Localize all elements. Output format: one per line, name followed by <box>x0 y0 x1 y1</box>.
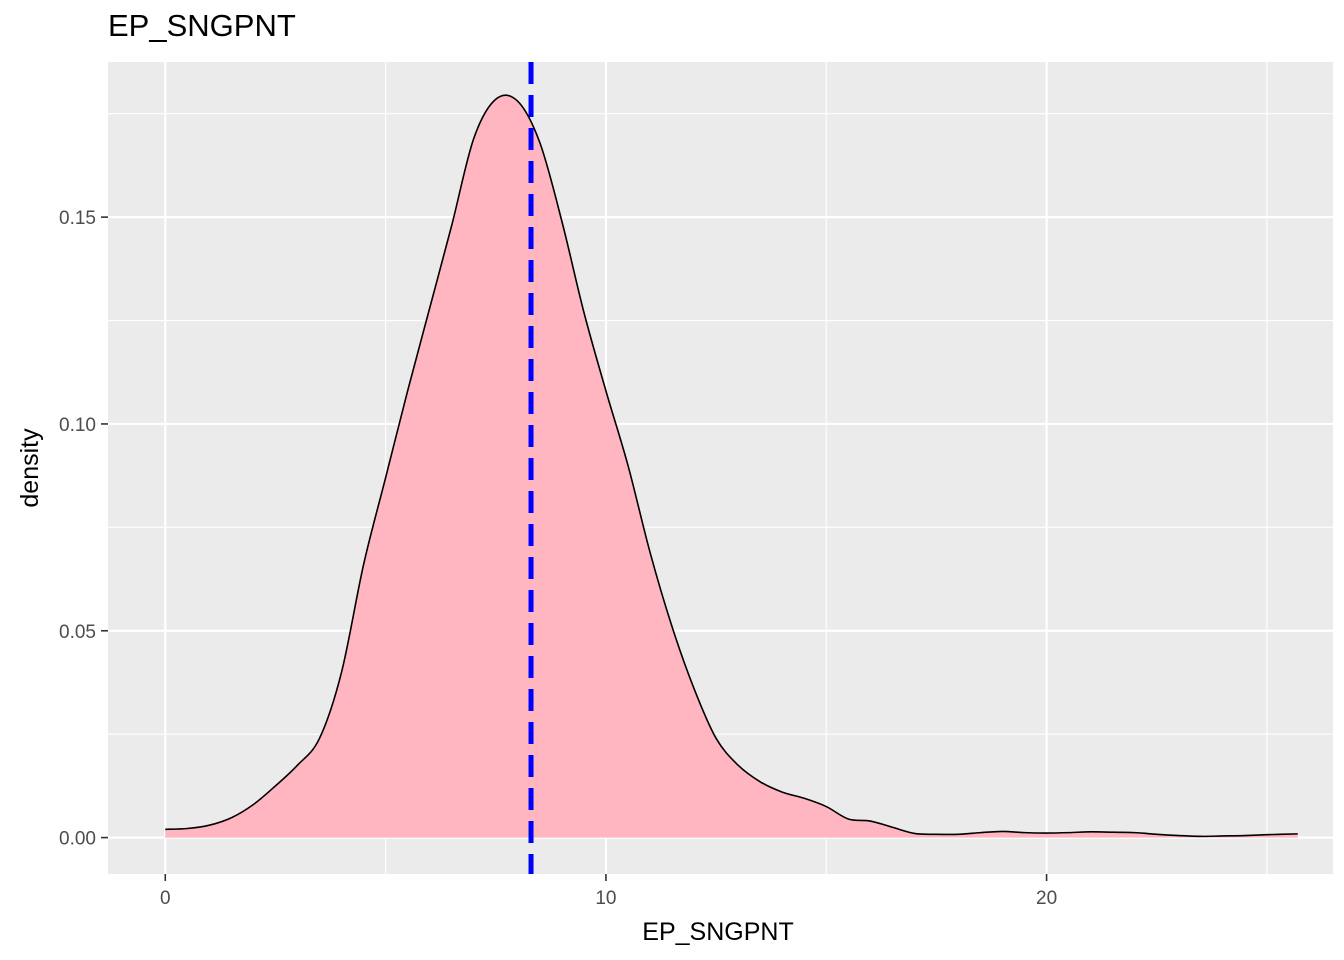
chart-title: EP_SNGPNT <box>108 8 296 43</box>
x-tick-label: 10 <box>595 888 616 909</box>
x-axis-ticks: 0 10 20 <box>160 874 1057 909</box>
y-tick-label: 0.05 <box>59 622 96 643</box>
x-tick-label: 0 <box>160 888 171 909</box>
density-curve <box>165 94 1298 838</box>
minor-grid <box>108 62 1333 874</box>
x-tick-label: 20 <box>1036 888 1057 909</box>
y-tick-label: 0.10 <box>59 415 96 436</box>
y-axis-title: density <box>16 428 44 508</box>
x-axis-title: EP_SNGPNT <box>642 918 793 946</box>
y-tick-label: 0.15 <box>59 208 96 229</box>
y-axis-ticks: 0.00 0.05 0.10 0.15 <box>59 208 108 850</box>
y-tick-label: 0.00 <box>59 829 96 850</box>
density-area <box>165 95 1298 838</box>
plot-panel <box>108 62 1333 874</box>
